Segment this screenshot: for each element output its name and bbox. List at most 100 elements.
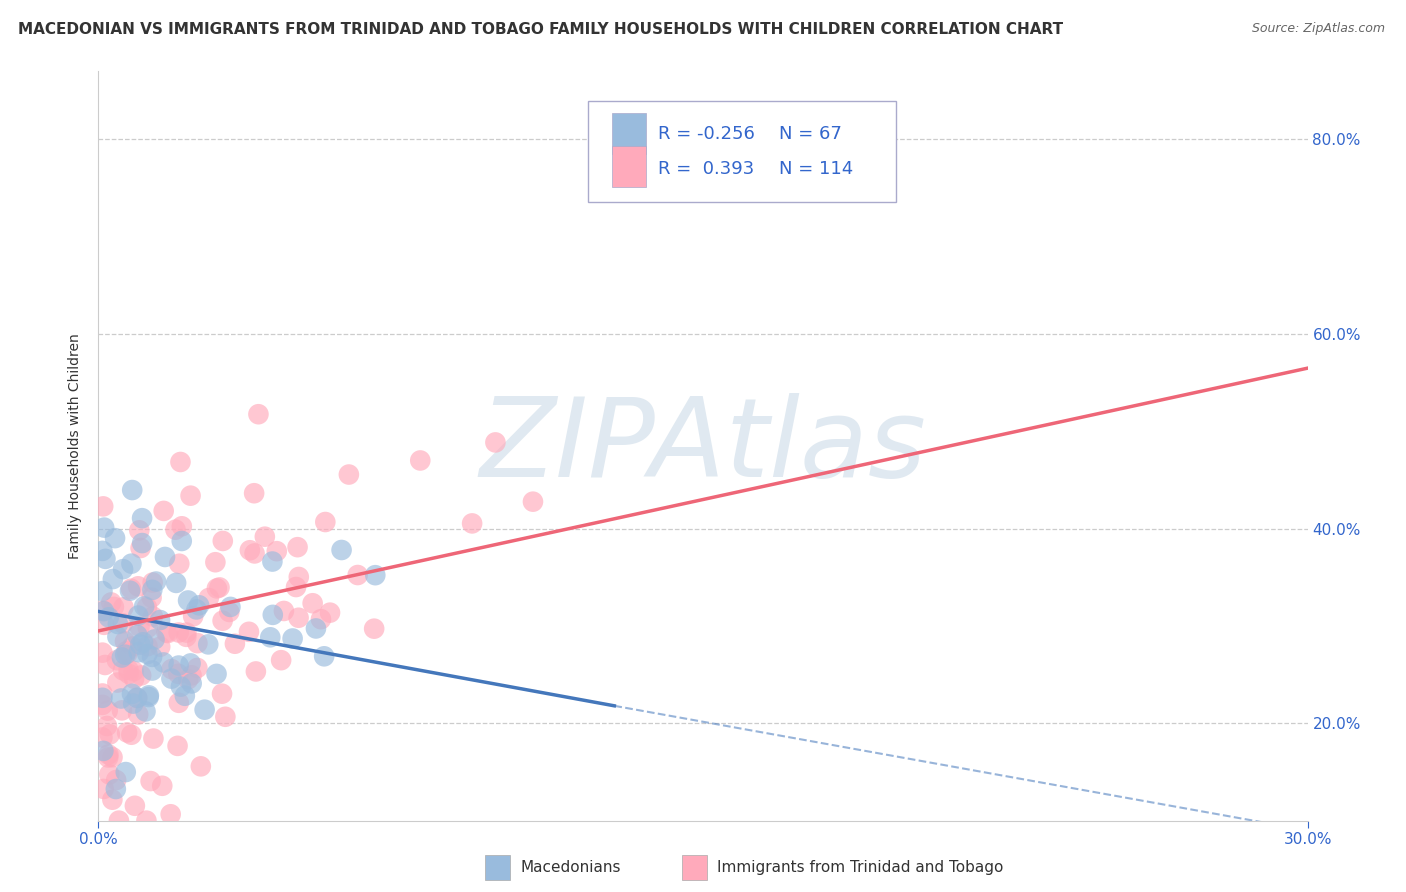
Point xyxy=(167,625,190,640)
Point xyxy=(110,691,132,706)
Point xyxy=(167,666,190,681)
Point xyxy=(262,555,284,569)
Point xyxy=(245,665,267,679)
Point xyxy=(114,634,136,648)
Point xyxy=(181,609,204,624)
Point xyxy=(180,668,202,682)
Point xyxy=(239,543,262,558)
Point xyxy=(330,543,353,558)
Point xyxy=(186,602,208,616)
Point xyxy=(108,814,131,828)
Point xyxy=(135,600,157,615)
Point xyxy=(91,690,114,705)
Point xyxy=(319,606,342,620)
Point xyxy=(159,807,181,822)
Point xyxy=(180,676,202,690)
Point xyxy=(314,649,336,664)
Point xyxy=(160,672,183,686)
Point xyxy=(141,664,163,678)
Point xyxy=(128,620,150,634)
Point xyxy=(143,632,166,647)
Point xyxy=(136,647,159,661)
Y-axis label: Family Households with Children: Family Households with Children xyxy=(69,333,83,559)
Text: ZIPAtlas: ZIPAtlas xyxy=(479,392,927,500)
Point xyxy=(105,772,128,787)
Point xyxy=(97,750,120,764)
Point xyxy=(121,557,143,571)
Point xyxy=(180,489,202,503)
Point xyxy=(166,739,188,753)
Point xyxy=(208,581,231,595)
Point xyxy=(93,781,115,796)
Point xyxy=(136,621,159,635)
Point xyxy=(149,613,172,627)
Point xyxy=(118,583,141,598)
Point xyxy=(141,582,163,597)
Point xyxy=(122,664,145,678)
Text: Immigrants from Trinidad and Tobago: Immigrants from Trinidad and Tobago xyxy=(717,860,1004,874)
Point xyxy=(153,549,176,564)
Point xyxy=(91,584,114,599)
Point xyxy=(186,661,208,675)
Point xyxy=(142,731,165,746)
Point xyxy=(262,607,284,622)
Point xyxy=(94,657,117,672)
Point xyxy=(169,455,191,469)
Point xyxy=(93,604,115,618)
Point xyxy=(152,656,174,670)
Point xyxy=(287,611,309,625)
Text: MACEDONIAN VS IMMIGRANTS FROM TRINIDAD AND TOBAGO FAMILY HOUSEHOLDS WITH CHILDRE: MACEDONIAN VS IMMIGRANTS FROM TRINIDAD A… xyxy=(18,22,1063,37)
Point xyxy=(121,640,143,654)
Point xyxy=(156,626,179,640)
Point xyxy=(127,707,149,722)
Point xyxy=(243,546,266,560)
Point xyxy=(281,632,304,646)
Bar xyxy=(613,146,647,187)
Point xyxy=(177,593,200,607)
Point xyxy=(138,689,160,703)
Point xyxy=(107,617,129,632)
Point xyxy=(287,540,309,554)
Point xyxy=(155,625,177,640)
Point xyxy=(117,663,139,677)
Point xyxy=(115,644,138,658)
Point xyxy=(522,494,544,508)
Point xyxy=(211,614,233,628)
Point xyxy=(160,662,183,676)
Point xyxy=(247,407,270,421)
Point xyxy=(305,622,328,636)
Point xyxy=(176,630,198,644)
Point xyxy=(91,646,114,660)
Point xyxy=(167,658,190,673)
Point xyxy=(111,650,134,665)
Point xyxy=(124,798,146,813)
Point xyxy=(97,704,120,718)
Point xyxy=(150,779,173,793)
Point xyxy=(93,520,115,534)
Point xyxy=(101,750,124,764)
Point xyxy=(127,579,149,593)
Point xyxy=(115,725,138,739)
Point xyxy=(219,599,242,614)
Point xyxy=(139,774,162,789)
Point xyxy=(194,703,217,717)
Point xyxy=(190,759,212,773)
Point xyxy=(118,666,141,681)
Point xyxy=(409,453,432,467)
Point xyxy=(91,731,114,745)
Point xyxy=(98,767,121,781)
Point xyxy=(288,570,311,584)
Point xyxy=(103,599,125,614)
Point xyxy=(91,686,114,700)
Point xyxy=(363,622,385,636)
Point xyxy=(141,649,163,664)
Point xyxy=(301,596,323,610)
Point xyxy=(224,637,246,651)
Point xyxy=(91,698,114,712)
Point xyxy=(125,690,148,705)
Point xyxy=(105,675,128,690)
Point xyxy=(114,765,136,780)
Point xyxy=(211,533,233,548)
Point xyxy=(129,668,152,682)
Point xyxy=(122,697,145,711)
